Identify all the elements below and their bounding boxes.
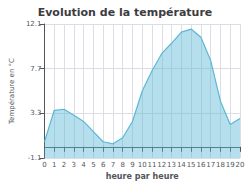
svg-text:15: 15 xyxy=(187,161,196,169)
svg-text:17: 17 xyxy=(206,161,215,169)
svg-text:20: 20 xyxy=(236,161,245,169)
svg-text:14: 14 xyxy=(177,161,186,169)
svg-text:13: 13 xyxy=(167,161,176,169)
svg-text:7.7: 7.7 xyxy=(30,65,41,73)
svg-text:16: 16 xyxy=(196,161,205,169)
svg-text:6: 6 xyxy=(101,161,106,169)
svg-text:10: 10 xyxy=(138,161,147,169)
svg-text:12: 12 xyxy=(157,161,166,169)
svg-text:3.3: 3.3 xyxy=(30,109,41,117)
svg-text:11: 11 xyxy=(148,161,157,169)
svg-text:5: 5 xyxy=(91,161,95,169)
svg-text:heure par heure: heure par heure xyxy=(106,172,180,181)
svg-text:3: 3 xyxy=(72,161,76,169)
svg-text:2: 2 xyxy=(62,161,66,169)
svg-text:1: 1 xyxy=(52,161,56,169)
svg-text:Température en °C: Température en °C xyxy=(8,58,16,125)
svg-text:8: 8 xyxy=(120,161,124,169)
svg-text:18: 18 xyxy=(216,161,225,169)
svg-text:-1.1: -1.1 xyxy=(28,154,42,162)
svg-text:7: 7 xyxy=(111,161,115,169)
svg-text:4: 4 xyxy=(81,161,86,169)
svg-text:12.1: 12.1 xyxy=(26,20,42,28)
svg-text:Evolution de la température: Evolution de la température xyxy=(38,6,213,19)
svg-text:0: 0 xyxy=(42,161,46,169)
svg-text:9: 9 xyxy=(130,161,134,169)
svg-text:19: 19 xyxy=(226,161,235,169)
